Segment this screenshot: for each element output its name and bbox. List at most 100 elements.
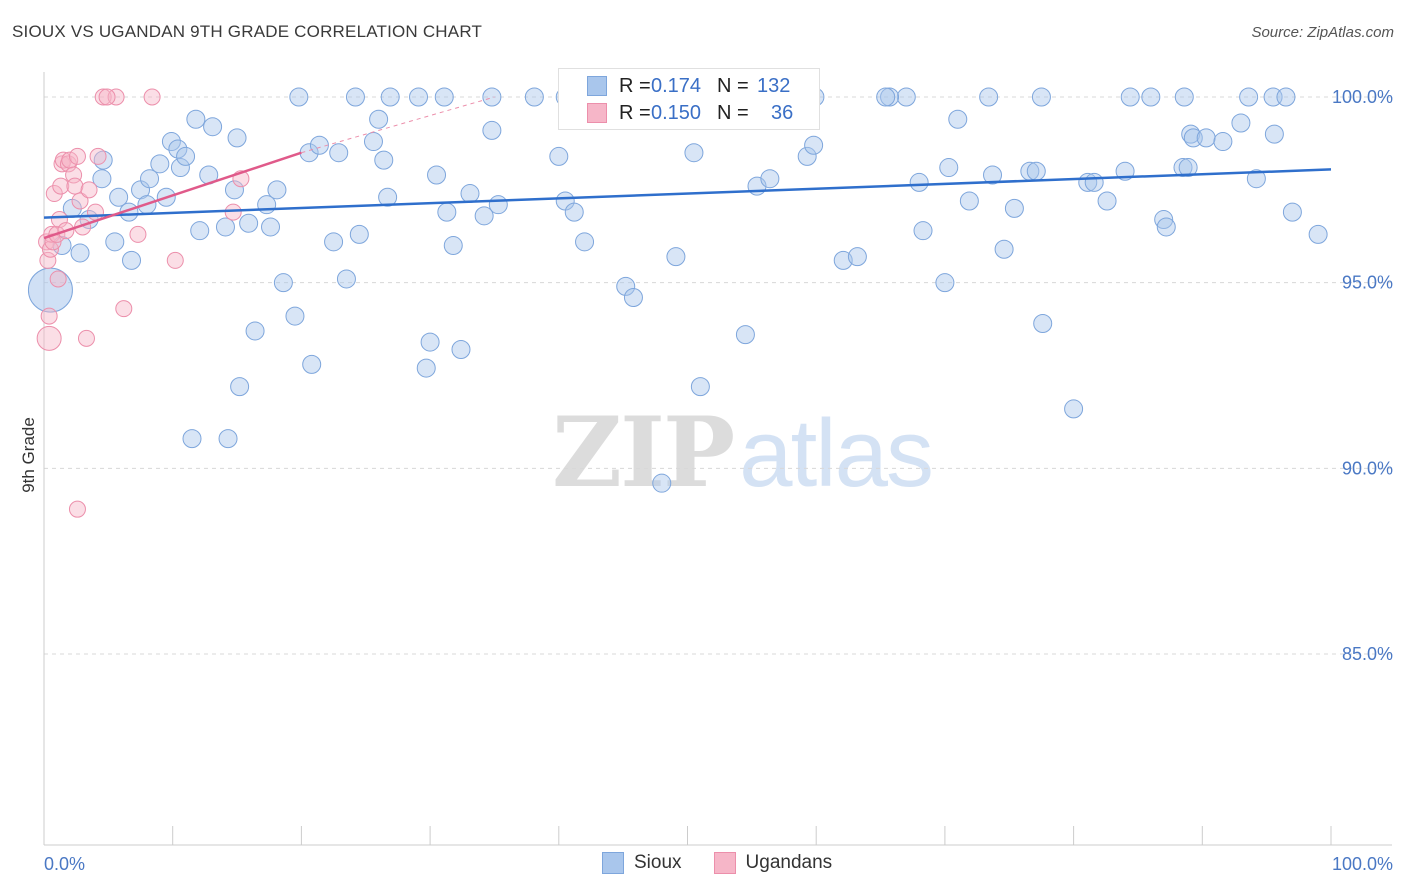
sioux-point bbox=[847, 247, 867, 267]
sioux-point bbox=[666, 247, 686, 267]
sioux-point bbox=[939, 158, 959, 178]
sioux-point bbox=[1174, 87, 1194, 107]
sioux-point bbox=[336, 269, 356, 289]
sioux-point bbox=[273, 273, 293, 293]
ugandans-legend-label: Ugandans bbox=[745, 852, 833, 873]
sioux-point bbox=[1033, 314, 1053, 334]
sioux-point bbox=[797, 146, 817, 166]
sioux-point bbox=[524, 87, 544, 107]
sioux-point bbox=[575, 232, 595, 252]
trend-lines bbox=[43, 96, 1332, 240]
sioux-point bbox=[1026, 161, 1046, 181]
sioux-point bbox=[1231, 113, 1251, 133]
sioux-point bbox=[409, 87, 429, 107]
sioux-legend-swatch bbox=[602, 852, 624, 874]
sioux-point bbox=[451, 340, 471, 360]
sioux-trend-line bbox=[43, 168, 1332, 219]
sioux-point bbox=[474, 206, 494, 226]
sioux-point bbox=[245, 321, 265, 341]
sioux-point bbox=[302, 354, 322, 374]
legend-item-ugandans[interactable]: Ugandans bbox=[713, 852, 833, 874]
sioux-point bbox=[959, 191, 979, 211]
ugandans-point bbox=[52, 177, 70, 195]
sioux-point bbox=[329, 143, 349, 163]
legend-item-sioux[interactable]: Sioux bbox=[602, 852, 682, 874]
sioux-point bbox=[1308, 224, 1328, 244]
ugandans-point bbox=[80, 181, 98, 199]
sioux-point bbox=[161, 132, 181, 152]
sioux-point bbox=[349, 224, 369, 244]
y-tick-labels: 100.0% 95.0% 90.0% 85.0% bbox=[1332, 87, 1393, 664]
x-tick-labels: 0.0% 100.0% bbox=[44, 854, 1393, 874]
sioux-point bbox=[488, 195, 508, 215]
sioux-point bbox=[324, 232, 344, 252]
sioux-point bbox=[983, 165, 1003, 185]
y-tick-label: 95.0% bbox=[1342, 273, 1393, 293]
n-label: N = bbox=[717, 101, 749, 124]
watermark: ZIPatlas bbox=[552, 396, 934, 509]
ugandans-point bbox=[89, 147, 107, 165]
sioux-swatch bbox=[587, 76, 607, 96]
source-label: Source: ZipAtlas.com bbox=[1251, 24, 1394, 41]
sioux-points bbox=[27, 87, 1328, 493]
sioux-point bbox=[230, 377, 250, 397]
sioux-point bbox=[1246, 169, 1266, 189]
sioux-point bbox=[190, 221, 210, 241]
sioux-point bbox=[804, 135, 824, 155]
ugandans-point bbox=[66, 177, 84, 195]
ugandans-point bbox=[39, 251, 57, 269]
y-tick-label: 90.0% bbox=[1342, 458, 1393, 478]
y-tick-label: 85.0% bbox=[1342, 644, 1393, 664]
stats-legend: R = 0.174 N = 132 R = 0.150 N = 36 bbox=[558, 68, 820, 130]
sioux-point bbox=[913, 221, 933, 241]
r-label: R = bbox=[619, 101, 651, 124]
ugandans-point bbox=[86, 203, 104, 221]
ugandans-point bbox=[71, 192, 89, 210]
sioux-point bbox=[168, 139, 188, 159]
sioux-point bbox=[122, 250, 142, 270]
sioux-r-value: 0.174 bbox=[651, 74, 702, 97]
sioux-point bbox=[623, 288, 643, 308]
ugandans-trend-line bbox=[43, 151, 302, 240]
axes bbox=[43, 72, 1392, 846]
ugandans-swatch bbox=[587, 103, 607, 123]
sioux-point bbox=[378, 187, 398, 207]
sioux-point bbox=[434, 87, 454, 107]
sioux-point bbox=[27, 267, 73, 313]
sioux-point bbox=[427, 165, 447, 185]
sioux-point bbox=[1031, 87, 1051, 107]
sioux-point bbox=[52, 236, 72, 256]
ugandans-point bbox=[49, 270, 67, 288]
sioux-point bbox=[186, 109, 206, 129]
x-tick-label: 100.0% bbox=[1332, 854, 1393, 874]
ugandans-point bbox=[40, 307, 58, 325]
sioux-point bbox=[182, 429, 202, 449]
ugandans-trend-extension bbox=[301, 96, 495, 154]
sioux-point bbox=[1141, 87, 1161, 107]
ugandans-point bbox=[68, 147, 86, 165]
sioux-point bbox=[261, 217, 281, 237]
sioux-point bbox=[1120, 87, 1140, 107]
sioux-point bbox=[380, 87, 400, 107]
ugandans-point bbox=[115, 300, 133, 318]
sioux-point bbox=[1282, 202, 1302, 222]
sioux-point bbox=[1173, 158, 1193, 178]
sioux-point bbox=[203, 117, 223, 137]
ugandans-r-value: 0.150 bbox=[651, 101, 702, 124]
sioux-point bbox=[684, 143, 704, 163]
ugandans-point bbox=[129, 225, 147, 243]
sioux-point bbox=[564, 202, 584, 222]
sioux-point bbox=[285, 306, 305, 326]
sioux-point bbox=[416, 358, 436, 378]
sioux-point bbox=[549, 146, 569, 166]
sioux-point bbox=[345, 87, 365, 107]
sioux-point bbox=[109, 187, 129, 207]
sioux-n-value: 132 bbox=[757, 74, 791, 97]
sioux-point bbox=[105, 232, 125, 252]
legend-row-ugandans: R = 0.150 N = 36 bbox=[587, 101, 793, 125]
sioux-point bbox=[176, 146, 196, 166]
sioux-point bbox=[1064, 399, 1084, 419]
sioux-point bbox=[437, 202, 457, 222]
ugandans-point bbox=[98, 88, 116, 106]
